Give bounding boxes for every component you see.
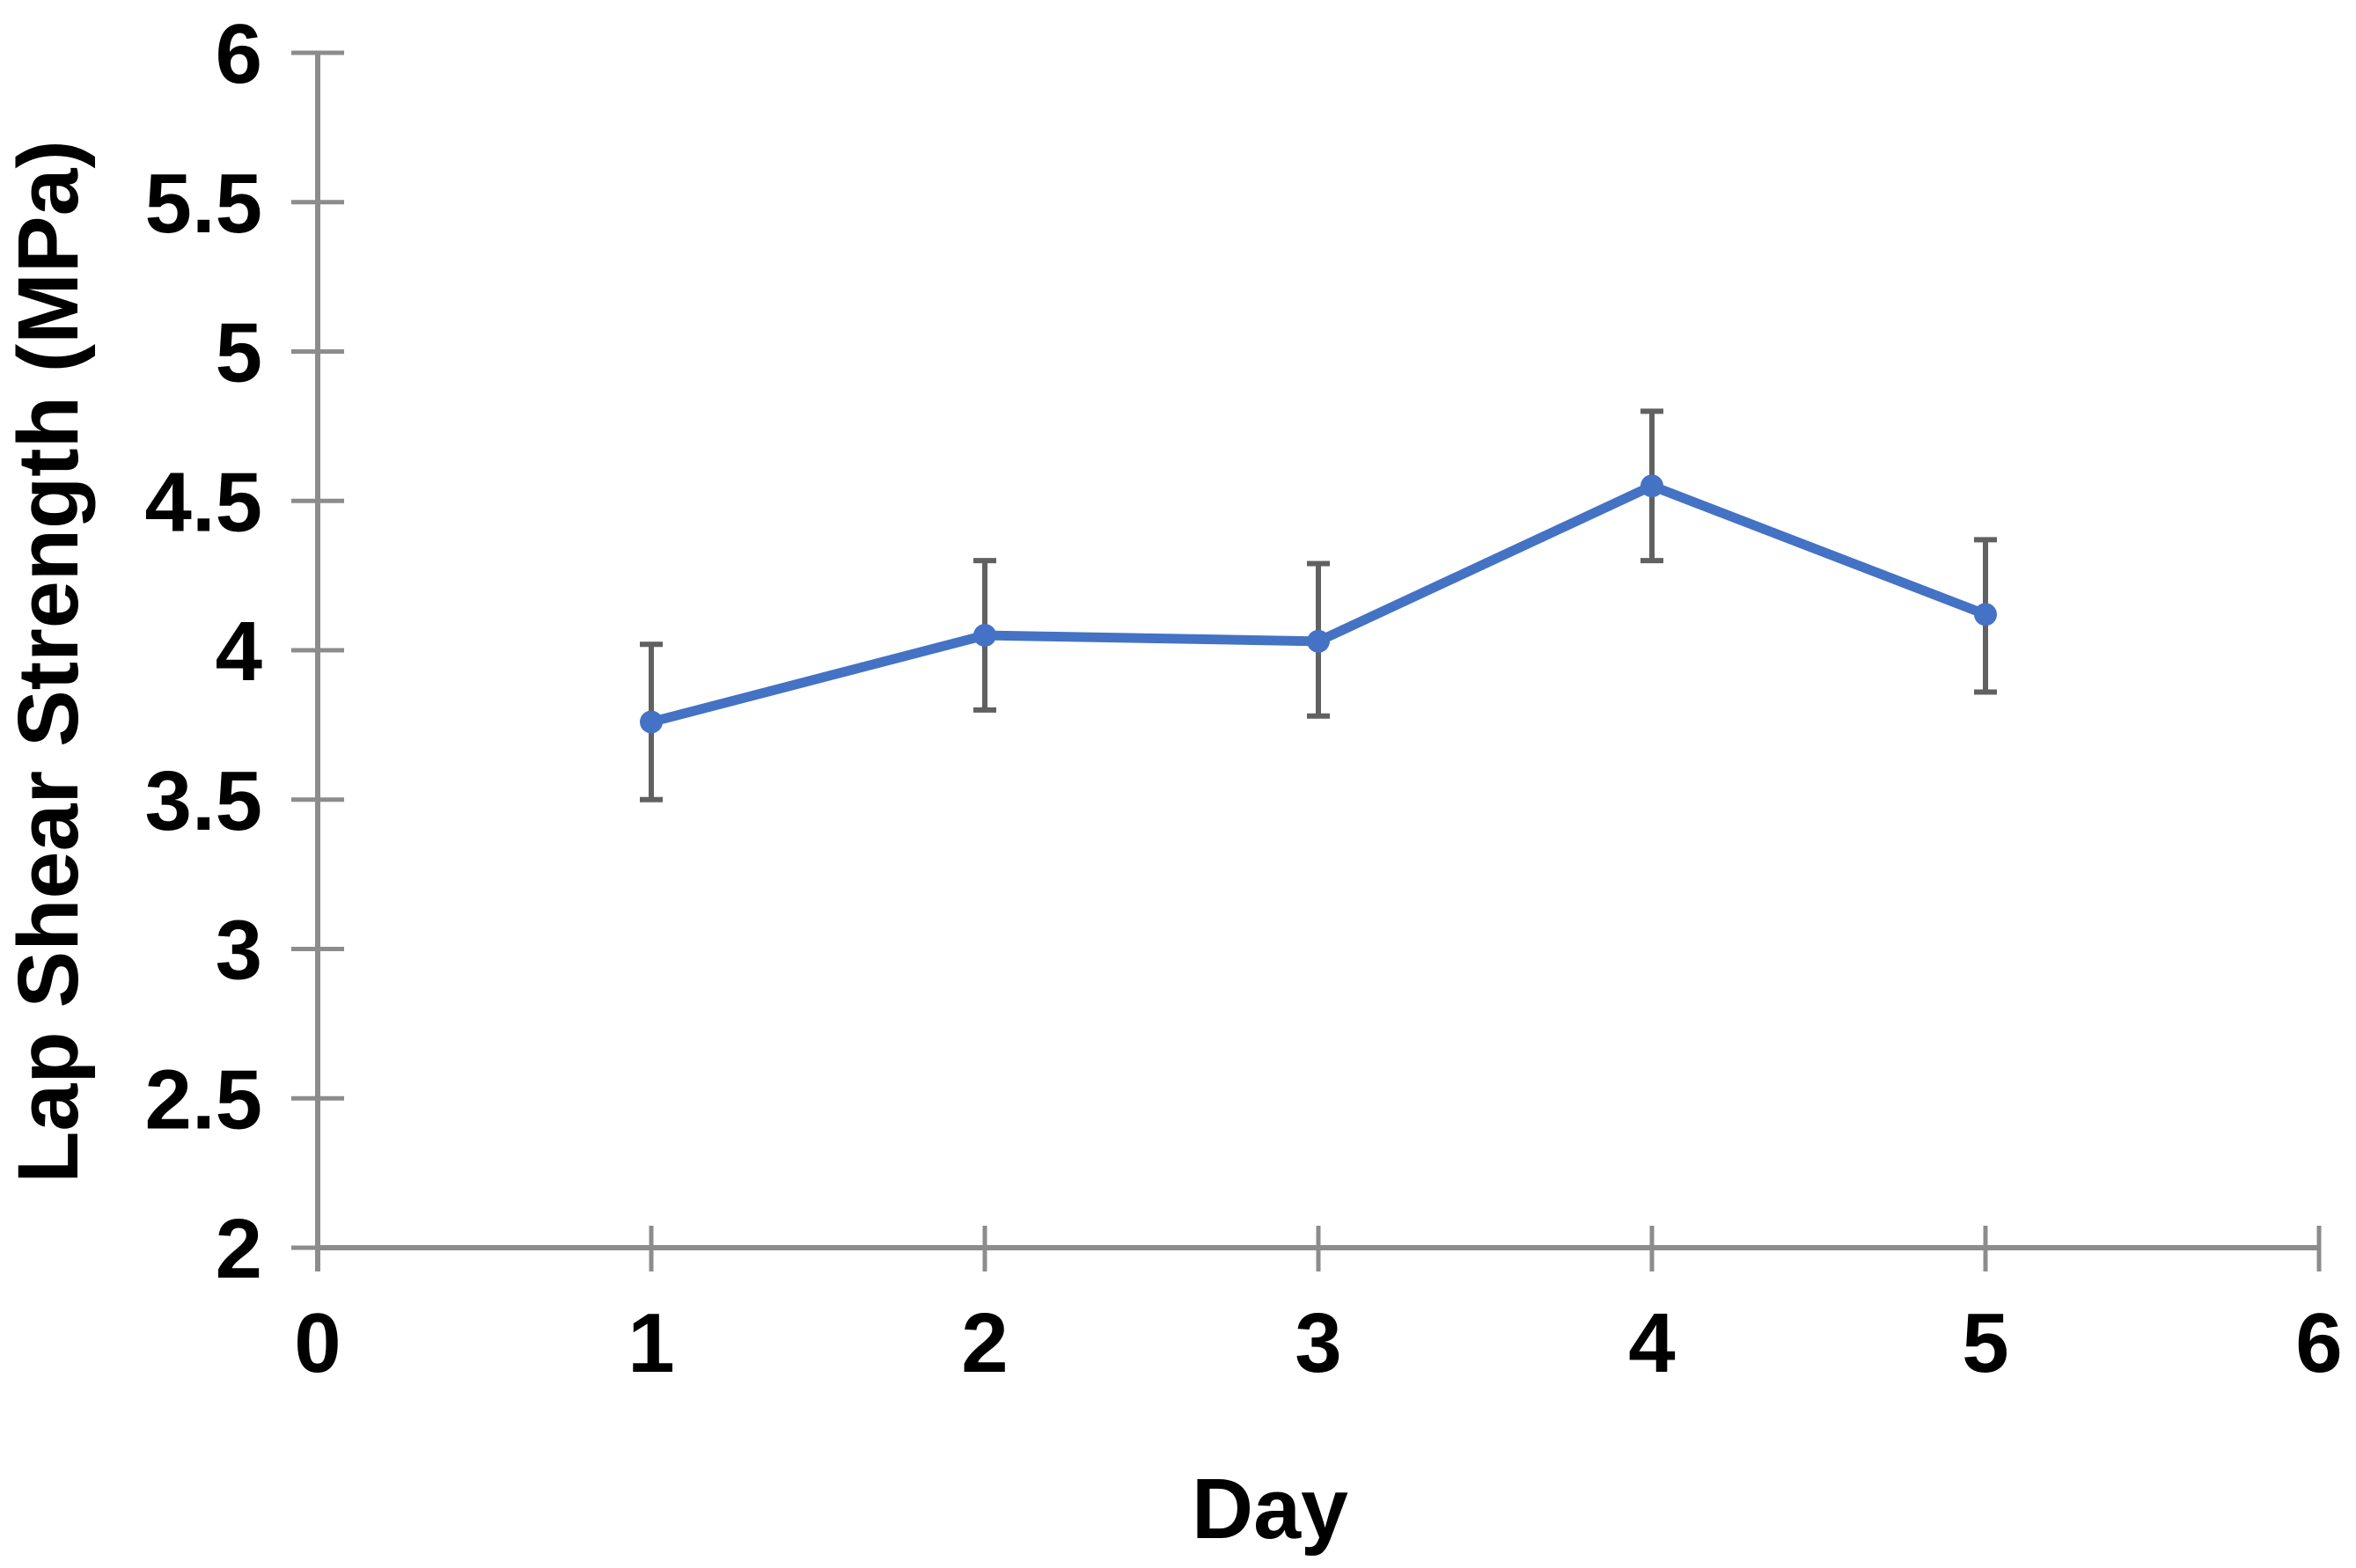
y-tick-label: 4 <box>216 604 262 699</box>
x-tick-label: 6 <box>2295 1296 2342 1390</box>
y-tick-label: 6 <box>216 7 262 101</box>
x-tick-label: 0 <box>294 1296 341 1390</box>
data-point-marker <box>1640 474 1663 498</box>
y-tick-label: 3.5 <box>145 754 262 848</box>
data-point-marker <box>1307 629 1330 653</box>
x-axis-title: Day <box>1192 1461 1348 1557</box>
y-tick-label: 2.5 <box>145 1052 262 1147</box>
data-series <box>640 474 1997 734</box>
data-point-marker <box>1974 603 1997 626</box>
y-tick-label: 4.5 <box>145 455 262 549</box>
tick-labels: 2 2.5 3 3.5 4 4.5 5 5.5 6 0 1 2 3 4 5 6 <box>145 7 2343 1390</box>
error-bars <box>640 408 1997 802</box>
data-point-marker <box>640 710 663 734</box>
y-tick-label: 5.5 <box>145 157 262 251</box>
x-tick-label: 5 <box>1962 1296 2008 1390</box>
x-tick-label: 1 <box>628 1296 674 1390</box>
y-axis-title: Lap Shear Strength (MPa) <box>0 140 96 1183</box>
data-point-marker <box>973 624 996 648</box>
y-tick-label: 3 <box>216 904 262 998</box>
y-tick-label: 5 <box>216 306 262 400</box>
y-tick-label: 2 <box>216 1202 262 1296</box>
x-tick-label: 4 <box>1628 1296 1675 1390</box>
axes <box>291 50 2322 1271</box>
x-tick-label: 2 <box>961 1296 1008 1390</box>
x-tick-label: 3 <box>1295 1296 1341 1390</box>
